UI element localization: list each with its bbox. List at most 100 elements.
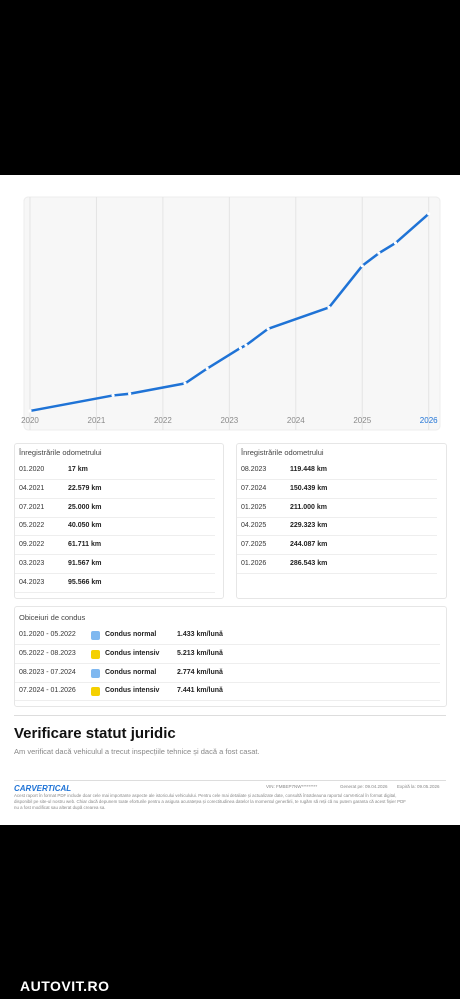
record-km: 17 km <box>68 466 88 473</box>
row-divider <box>15 591 215 593</box>
table-title: Înregistrările odometrului <box>19 448 102 457</box>
logo: CARVERTICAL <box>14 784 72 793</box>
table-title: Înregistrările odometrului <box>241 448 324 457</box>
period: 01.2020 - 05.2022 <box>19 631 76 638</box>
disclaimer: nu a fost modificat sau alterat după cre… <box>14 805 106 810</box>
point <box>128 392 132 396</box>
record-date: 07.2024 <box>241 484 267 492</box>
row-divider <box>237 554 437 556</box>
x-tick-label: 2021 <box>88 416 106 425</box>
habit-rate: 7.441 km/lună <box>177 687 223 695</box>
habits-title: Obiceiuri de condus <box>19 613 86 622</box>
point <box>377 251 381 255</box>
point <box>427 212 431 216</box>
period: 08.2023 - 07.2024 <box>19 668 76 676</box>
record-km: 25.000 km <box>68 503 102 511</box>
x-tick-label: 2020 <box>21 416 39 425</box>
habit-label: Condus intensiv <box>105 687 160 695</box>
row-divider <box>15 644 440 645</box>
record-km: 40.050 km <box>68 522 102 530</box>
record-date: 04.2021 <box>19 484 45 492</box>
row-divider <box>237 573 437 574</box>
record-km: 95.566 km <box>68 578 102 586</box>
record-date: 07.2021 <box>19 503 45 511</box>
habit-label: Condus normal <box>105 631 157 638</box>
point <box>28 409 32 413</box>
point <box>327 305 331 310</box>
row-divider <box>237 479 437 480</box>
record-date: 04.2025 <box>241 522 267 530</box>
record-date: 09.2022 <box>19 541 45 549</box>
disclaimer: disponibil pe site-ul nostru web. Chiar … <box>14 799 406 804</box>
odometer-right-box <box>236 443 447 599</box>
x-tick-label: 2026 <box>420 416 438 425</box>
point <box>360 264 364 268</box>
habit-icon <box>91 631 100 640</box>
row-divider <box>15 497 215 499</box>
point <box>183 381 187 386</box>
disclaimer: Acest raport în format PDF include doar … <box>14 793 397 798</box>
odometer-left-box <box>14 443 224 599</box>
x-tick-label: 2024 <box>287 416 305 425</box>
record-date: 07.2025 <box>241 541 267 549</box>
generated: Generat pe: 09.04.2026 <box>340 784 388 789</box>
record-km: 244.087 km <box>290 541 328 549</box>
point <box>205 366 209 371</box>
period: 05.2022 - 08.2023 <box>19 649 76 657</box>
brand-logo: AUTOVIT.RO <box>20 978 110 994</box>
expires: Expiră la: 09.05.2026 <box>397 784 440 789</box>
record-date: 01.2026 <box>241 560 267 567</box>
record-km: 150.439 km <box>290 484 328 492</box>
record-km: 211.000 km <box>290 503 327 511</box>
chart-frame <box>23 196 441 431</box>
record-date: 04.2023 <box>19 578 45 586</box>
habits-box <box>14 606 447 707</box>
habit-icon <box>91 687 100 697</box>
period: 07.2024 - 01.2026 <box>19 687 76 695</box>
record-date: 08.2023 <box>241 466 267 473</box>
section-text: Am verificat dacă vehiculul a trecut ins… <box>14 747 260 756</box>
row-divider <box>237 497 437 499</box>
row-divider <box>237 516 437 518</box>
row-divider <box>15 535 215 537</box>
record-date: 05.2022 <box>19 522 45 530</box>
record-km: 229.323 km <box>290 522 328 530</box>
habit-rate: 1.433 km/lună <box>177 631 223 638</box>
habit-icon <box>91 649 100 659</box>
habit-label: Condus normal <box>105 668 157 676</box>
point <box>266 327 270 331</box>
vin: VIN: FMBEP7NW********* <box>266 784 318 789</box>
divider <box>14 715 446 716</box>
point <box>393 241 398 245</box>
x-tick-label: 2023 <box>220 416 238 425</box>
row-divider <box>15 681 440 683</box>
point <box>238 346 243 350</box>
row-divider <box>15 573 215 574</box>
row-divider <box>15 516 215 518</box>
point <box>111 393 115 398</box>
row-divider <box>15 554 215 556</box>
section-title: Verificare statut juridic <box>14 725 176 742</box>
record-km: 119.448 km <box>290 466 327 473</box>
x-tick-label: 2025 <box>353 416 371 425</box>
record-km: 22.579 km <box>68 484 102 492</box>
habit-rate: 5.213 km/lună <box>177 649 223 657</box>
divider <box>14 780 446 781</box>
record-date: 01.2025 <box>241 503 267 511</box>
row-divider <box>15 662 440 664</box>
row-divider <box>15 479 215 480</box>
point <box>244 343 248 347</box>
x-tick-label: 2022 <box>154 416 172 425</box>
row-divider <box>15 700 440 702</box>
row-divider <box>237 535 437 537</box>
record-km: 61.711 km <box>68 541 102 549</box>
record-date: 01.2020 <box>19 466 45 473</box>
habit-label: Condus intensiv <box>105 649 160 657</box>
habit-icon <box>91 668 100 678</box>
record-km: 91.567 km <box>68 560 102 567</box>
record-km: 286.543 km <box>290 560 328 567</box>
record-date: 03.2023 <box>19 560 45 567</box>
habit-rate: 2.774 km/lună <box>177 668 223 676</box>
